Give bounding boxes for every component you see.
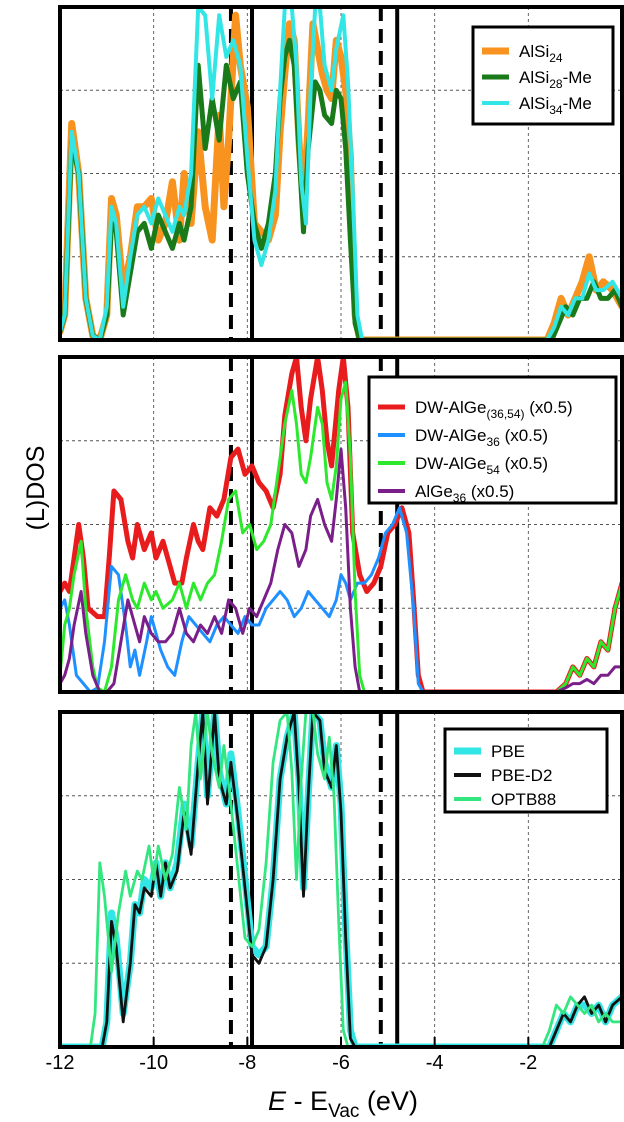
legend-label-base: DW-AlGe [415, 398, 486, 417]
axis-text-layer: (L)DOS E - EVac (eV) [22, 446, 418, 1122]
legend-label: DW-AlGe36 (x0.5) [415, 426, 548, 449]
x-tick-label: -2 [519, 1052, 537, 1074]
legend: PBE PBE-D2 OPTB88 [443, 727, 609, 814]
legend-label: DW-AlGe54 (x0.5) [415, 454, 548, 477]
legend-label: AlGe36 (x0.5) [415, 482, 514, 505]
y-axis-label: (L)DOS [22, 446, 50, 531]
legend: DW-AlGe(36,54) (x0.5)DW-AlGe36 (x0.5)DW-… [367, 375, 618, 505]
x-axis: -12 -10 -8 -6 -4 -2 [46, 1037, 537, 1074]
series-line-4 [60, 447, 622, 692]
series-group [60, 712, 622, 1047]
legend-label: AlSi24 [519, 42, 563, 65]
legend-label: PBE [491, 742, 525, 761]
series-line-2 [60, 712, 622, 1047]
legend-label-base: AlGe [415, 482, 453, 501]
legend-label: PBE-D2 [491, 766, 552, 785]
legend-label-base: AlSi [519, 94, 549, 113]
legend-label-sub: 28 [549, 77, 563, 91]
series-group [60, 7, 622, 340]
x-tick-label: -8 [238, 1052, 256, 1074]
x-tick-label: -6 [332, 1052, 350, 1074]
series-group [60, 357, 622, 692]
x-tick-label: -12 [46, 1052, 75, 1074]
legend-label-suffix: (x0.5) [525, 398, 573, 417]
legend-label-base: DW-AlGe [415, 426, 486, 445]
series-line-3 [60, 7, 622, 340]
legend-label-sub: 34 [549, 103, 563, 117]
legend-label-base: PBE-D2 [491, 766, 552, 785]
legend-box [367, 375, 618, 505]
legend-label-sub: (36,54) [486, 407, 524, 421]
legend-label-base: OPTB88 [491, 790, 556, 809]
legend-label-suffix: (x0.5) [500, 426, 548, 445]
panel-frame [58, 355, 624, 694]
legend-label-base: DW-AlGe [415, 454, 486, 473]
legend-label-sub: 36 [453, 491, 467, 505]
series-line-3 [60, 712, 622, 1047]
x-tick-label: -10 [139, 1052, 168, 1074]
legend-label: DW-AlGe(36,54) (x0.5) [415, 398, 573, 421]
legend-label-base: AlSi [519, 68, 549, 87]
legend-label-suffix: -Me [563, 94, 592, 113]
panel-2: DW-AlGe(36,54) (x0.5)DW-AlGe36 (x0.5)DW-… [58, 355, 624, 694]
legend-label-suffix: (x0.5) [500, 454, 548, 473]
x-tick-label: -4 [426, 1052, 444, 1074]
legend-label-base: AlSi [519, 42, 549, 61]
legend-label: AlSi28-Me [519, 68, 592, 91]
legend-label-sub: 36 [486, 435, 500, 449]
legend-label-base: PBE [491, 742, 525, 761]
legend-label-sub: 54 [486, 463, 500, 477]
panel-frame [58, 5, 624, 342]
panel-3: PBE PBE-D2 OPTB88 [58, 710, 624, 1049]
legend-label-sub: 24 [549, 51, 563, 65]
x-axis-label: E - EVac (eV) [268, 1086, 418, 1122]
legend-label: AlSi34-Me [519, 94, 592, 117]
series-line-3 [60, 380, 622, 692]
legend-label-suffix: -Me [563, 68, 592, 87]
legend-label: OPTB88 [491, 790, 556, 809]
legend-label-suffix: (x0.5) [466, 482, 514, 501]
